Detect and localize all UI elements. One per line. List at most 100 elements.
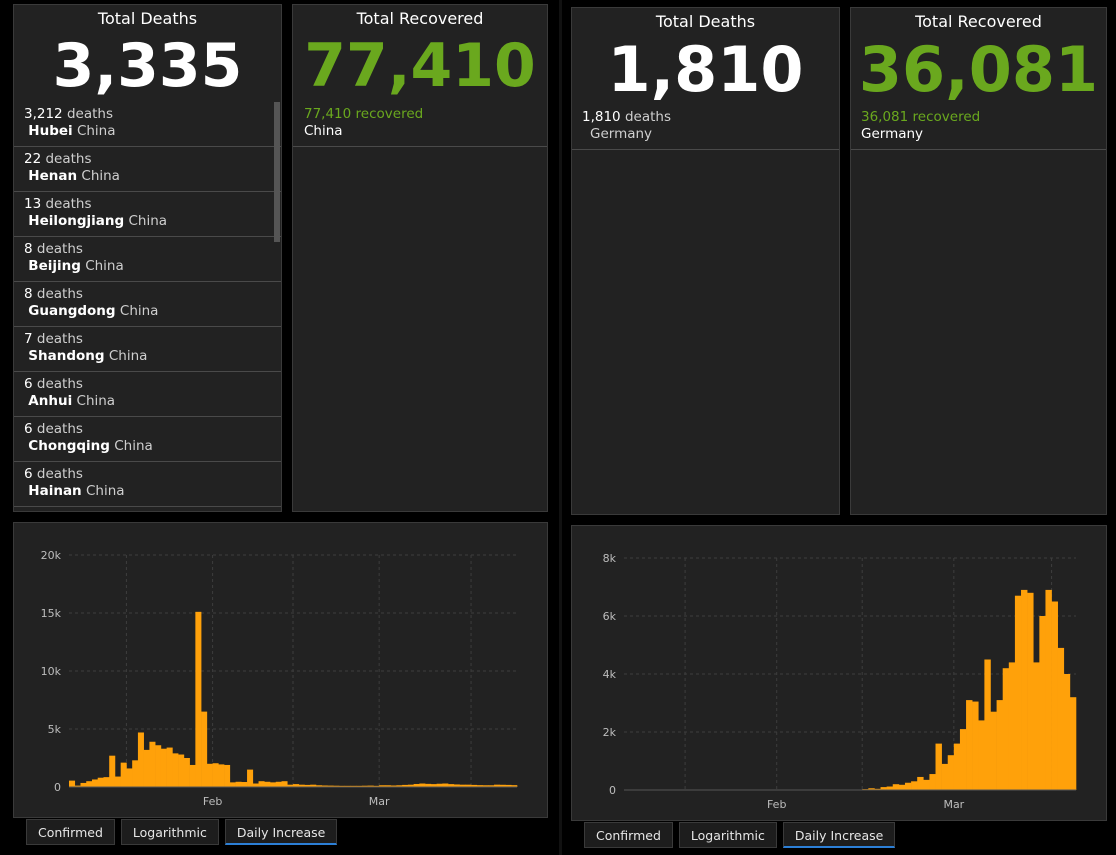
bar[interactable] bbox=[898, 784, 906, 790]
list-item[interactable]: 1,810 deaths Germany bbox=[572, 105, 839, 150]
bar[interactable] bbox=[1002, 668, 1010, 790]
bar[interactable] bbox=[247, 769, 254, 787]
bar[interactable] bbox=[224, 764, 231, 787]
bar[interactable] bbox=[459, 784, 466, 787]
bar[interactable] bbox=[1051, 601, 1058, 791]
bar[interactable] bbox=[959, 729, 967, 790]
bar[interactable] bbox=[471, 784, 478, 787]
bar[interactable] bbox=[448, 784, 455, 787]
bar[interactable] bbox=[425, 783, 432, 787]
bar[interactable] bbox=[874, 788, 881, 790]
bar[interactable] bbox=[1045, 589, 1052, 790]
bar[interactable] bbox=[917, 776, 924, 790]
bar[interactable] bbox=[172, 753, 179, 787]
bar[interactable] bbox=[258, 781, 265, 787]
bar[interactable] bbox=[206, 763, 213, 787]
bar[interactable] bbox=[201, 711, 208, 787]
left-deaths-list[interactable]: 3,212 deaths Hubei China 22 deaths Henan … bbox=[14, 102, 281, 511]
bar[interactable] bbox=[1027, 592, 1034, 790]
bar[interactable] bbox=[379, 785, 386, 787]
bar[interactable] bbox=[155, 745, 162, 787]
bar[interactable] bbox=[189, 764, 196, 787]
bar[interactable] bbox=[996, 700, 1004, 790]
bar[interactable] bbox=[1033, 662, 1040, 790]
bar[interactable] bbox=[74, 785, 81, 787]
bar[interactable] bbox=[430, 784, 437, 787]
list-item[interactable]: 8 deaths Guangdong China bbox=[14, 282, 281, 327]
bar[interactable] bbox=[143, 749, 150, 787]
bar[interactable] bbox=[402, 784, 409, 787]
list-item[interactable]: 13 deaths Heilongjiang China bbox=[14, 192, 281, 237]
left-deaths-list-scrollbar[interactable] bbox=[274, 102, 280, 242]
list-item[interactable]: 6 deaths Anhui China bbox=[14, 372, 281, 417]
bar[interactable] bbox=[505, 784, 512, 787]
bar[interactable] bbox=[333, 785, 340, 787]
bar[interactable] bbox=[436, 783, 443, 787]
bar[interactable] bbox=[419, 783, 426, 787]
bar[interactable] bbox=[132, 760, 139, 787]
bar[interactable] bbox=[281, 781, 288, 787]
bar[interactable] bbox=[935, 743, 942, 790]
bar[interactable] bbox=[86, 781, 93, 787]
tab-logarithmic[interactable]: Logarithmic bbox=[678, 822, 777, 848]
bar[interactable] bbox=[241, 782, 248, 787]
bar[interactable] bbox=[384, 785, 391, 787]
bar[interactable] bbox=[264, 781, 271, 787]
bar[interactable] bbox=[114, 776, 121, 787]
bar[interactable] bbox=[149, 741, 156, 787]
bar[interactable] bbox=[344, 785, 351, 787]
bar[interactable] bbox=[1039, 616, 1046, 790]
list-item[interactable]: 8 deaths Beijing China bbox=[14, 237, 281, 282]
bar[interactable] bbox=[1021, 589, 1028, 790]
bar[interactable] bbox=[298, 784, 305, 787]
bar[interactable] bbox=[929, 774, 936, 790]
bar[interactable] bbox=[390, 785, 397, 787]
bar[interactable] bbox=[338, 785, 345, 787]
list-item[interactable]: 7 deaths Shandong China bbox=[14, 327, 281, 372]
bar[interactable] bbox=[252, 783, 259, 787]
bar[interactable] bbox=[966, 700, 973, 790]
list-item[interactable]: 22 deaths Henan China bbox=[14, 147, 281, 192]
bar[interactable] bbox=[218, 764, 225, 787]
bar[interactable] bbox=[990, 711, 997, 790]
bar[interactable] bbox=[304, 784, 311, 787]
bar[interactable] bbox=[275, 781, 282, 787]
bar[interactable] bbox=[476, 785, 483, 787]
bar[interactable] bbox=[880, 787, 887, 790]
bar[interactable] bbox=[482, 785, 489, 787]
bar[interactable] bbox=[178, 754, 185, 787]
bar[interactable] bbox=[97, 777, 104, 787]
bar[interactable] bbox=[350, 785, 357, 787]
tab-confirmed[interactable]: Confirmed bbox=[584, 822, 673, 848]
right-deaths-list[interactable]: 1,810 deaths Germany bbox=[572, 105, 839, 150]
bar[interactable] bbox=[911, 781, 918, 790]
bar[interactable] bbox=[126, 768, 133, 787]
bar[interactable] bbox=[941, 763, 949, 790]
bar[interactable] bbox=[984, 659, 991, 791]
bar[interactable] bbox=[235, 781, 242, 787]
list-item[interactable]: 77,410 recovered China bbox=[293, 102, 547, 147]
bar[interactable] bbox=[103, 777, 110, 787]
tab-confirmed[interactable]: Confirmed bbox=[26, 819, 115, 845]
bar[interactable] bbox=[373, 785, 380, 787]
tab-logarithmic[interactable]: Logarithmic bbox=[120, 819, 219, 845]
tab-daily-increase[interactable]: Daily Increase bbox=[224, 819, 338, 845]
bar[interactable] bbox=[868, 788, 875, 790]
list-item[interactable]: 36,081 recovered Germany bbox=[851, 105, 1106, 150]
bar[interactable] bbox=[315, 785, 323, 787]
bar[interactable] bbox=[413, 783, 420, 787]
bar[interactable] bbox=[1063, 674, 1071, 790]
tab-daily-increase[interactable]: Daily Increase bbox=[782, 822, 896, 848]
bar[interactable] bbox=[327, 785, 334, 787]
bar[interactable] bbox=[453, 784, 460, 787]
bar[interactable] bbox=[120, 762, 127, 787]
bar[interactable] bbox=[488, 785, 495, 787]
bar[interactable] bbox=[212, 763, 219, 787]
bar[interactable] bbox=[947, 755, 955, 790]
bar[interactable] bbox=[310, 784, 317, 787]
bar[interactable] bbox=[270, 782, 277, 787]
bar[interactable] bbox=[892, 784, 900, 790]
bar[interactable] bbox=[229, 782, 236, 787]
bar[interactable] bbox=[511, 785, 518, 787]
bar[interactable] bbox=[953, 743, 961, 790]
